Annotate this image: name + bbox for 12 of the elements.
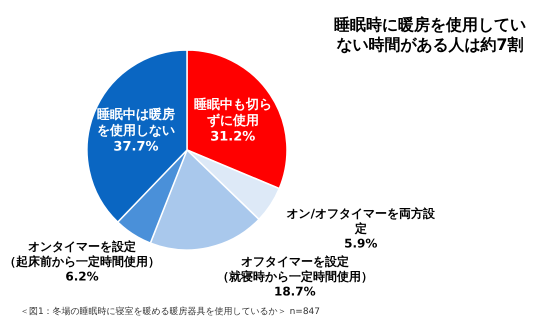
- data-label: 6.2%: [65, 269, 99, 284]
- slice-label: オン/オフタイマーを両方設定: [286, 206, 436, 236]
- slice-label: オフタイマーを設定（就寝時から一定時間使用）: [216, 254, 373, 284]
- data-label: 5.9%: [344, 236, 378, 251]
- data-label: 18.7%: [274, 284, 316, 298]
- slice-label: オンタイマーを設定（起床前から一定時間使用）: [4, 239, 160, 268]
- text: ＜図1：冬場の睡眠時に寝室を暖める暖房器具を使用しているか＞ n=847: [20, 306, 320, 317]
- chart-title: 睡眠時に暖房を使用していない時間がある人は約7割: [334, 15, 526, 54]
- slice-label: 睡眠中は暖房を使用しない: [96, 106, 175, 138]
- slice-label: 睡眠中も切らずに使用: [194, 96, 272, 129]
- data-label: 31.2%: [210, 130, 256, 145]
- data-label: 37.7%: [113, 139, 159, 154]
